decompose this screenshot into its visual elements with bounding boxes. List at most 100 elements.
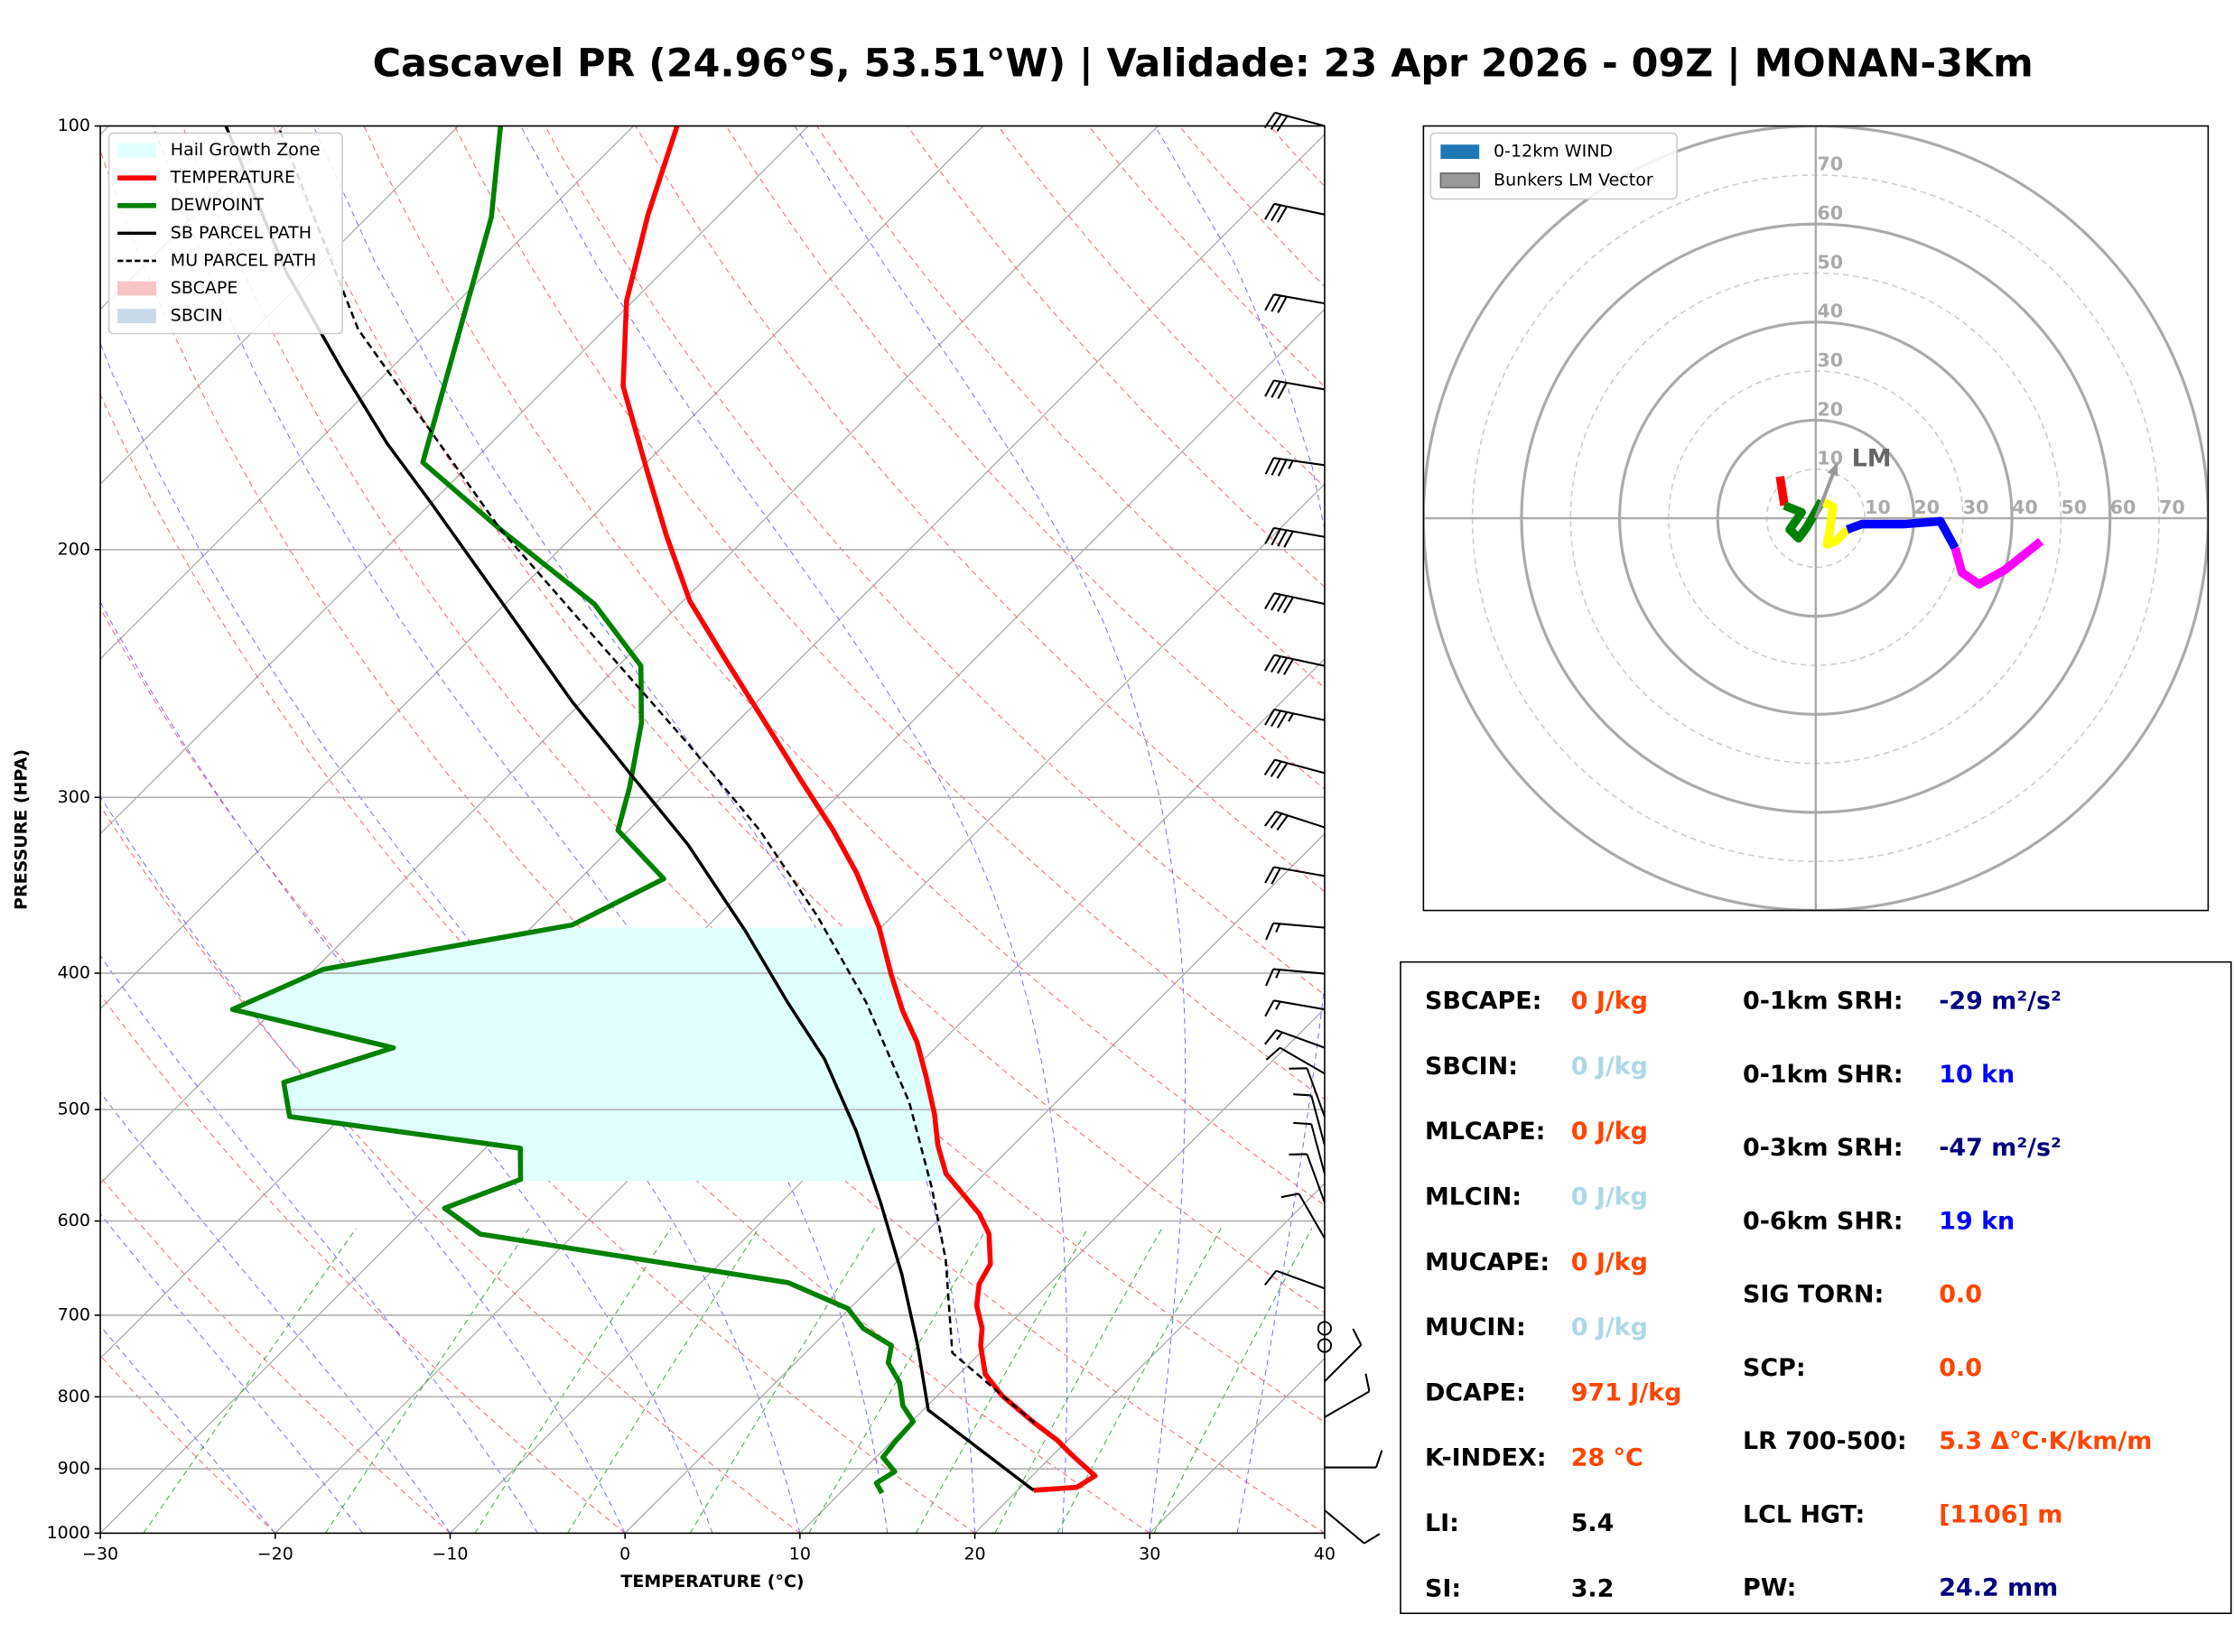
x-axis-label: TEMPERATURE (°C): [620, 1572, 804, 1592]
hodograph-trace: [1845, 516, 1959, 551]
profile-line: [229, 125, 917, 1495]
dry-adiabat: [100, 149, 1325, 1534]
legend-swatch: [117, 309, 156, 324]
parameter-value: 3.2: [1571, 1574, 1615, 1602]
wind-barb: [1264, 293, 1326, 313]
mixing-ratio-line: [916, 1228, 1089, 1534]
legend-box: [1429, 132, 1678, 200]
x-tick-label: 10: [789, 1545, 811, 1564]
wind-barb: [1265, 1046, 1326, 1075]
isotherm: [100, 125, 809, 835]
parameter-label: 0-1km SHR:: [1743, 1061, 1903, 1089]
wind-barb: [1264, 999, 1326, 1017]
y-tick-label: 800: [58, 1387, 90, 1406]
lm-label: LM: [1852, 444, 1892, 472]
isotherm: [100, 125, 1159, 1184]
legend-label: Hail Growth Zone: [171, 140, 321, 160]
isotherm: [799, 1007, 1325, 1534]
plot-frame: [99, 125, 1326, 1535]
parameter-label: LI:: [1425, 1509, 1459, 1537]
parameter-label: LR 700-500:: [1743, 1427, 1907, 1455]
lm-arrowhead: [1827, 462, 1838, 477]
hodograph-tick-label: 60: [1817, 202, 1843, 224]
wind-barb-calm: [1317, 1338, 1333, 1353]
parameter-value: 971 J/kg: [1571, 1378, 1682, 1406]
isotherm: [100, 125, 984, 1010]
hodograph-tick-label: 70: [1817, 153, 1843, 175]
y-tick-label: 200: [58, 539, 90, 559]
legend-swatch: [1440, 144, 1480, 160]
parameter-label: SIG TORN:: [1743, 1281, 1884, 1309]
mixing-ratio-line: [324, 1228, 530, 1534]
hodograph-trace: [1820, 497, 1851, 549]
parameter-value: 28 °C: [1571, 1444, 1643, 1472]
hodograph-trace: [1775, 476, 1789, 506]
parameter-label: 0-3km SRH:: [1743, 1134, 1903, 1162]
background-lines: [100, 125, 1325, 1534]
y-tick-label: 400: [58, 963, 90, 983]
x-tick-label: −30: [82, 1545, 118, 1564]
wind-barb: [1264, 708, 1326, 729]
parameter-label: DCAPE:: [1425, 1378, 1526, 1406]
dry-adiabat: [725, 125, 1325, 790]
y-tick-label: 900: [58, 1459, 90, 1479]
parameter-label: SI:: [1425, 1574, 1461, 1602]
legend-label: SBCAPE: [171, 278, 238, 298]
legend-label: Bunkers LM Vector: [1494, 170, 1653, 190]
parameter-value: 0 J/kg: [1571, 1053, 1648, 1081]
isotherm: [275, 483, 1325, 1534]
hodograph-tick-label: 20: [1913, 497, 1940, 518]
hodograph-tick-label: 50: [2061, 497, 2087, 518]
moist-adiabat: [520, 125, 1068, 1534]
legend-swatch: [1439, 172, 1480, 189]
wind-barb: [1264, 654, 1326, 675]
wind-barb: [1263, 111, 1326, 132]
isotherm: [100, 134, 1325, 1360]
wind-barb: [1265, 922, 1326, 941]
legend-label: SB PARCEL PATH: [171, 223, 312, 243]
hodograph-tick-label: 30: [1963, 497, 1989, 518]
parameter-value: -47 m²/s²: [1939, 1134, 2062, 1162]
legend-swatch: [117, 281, 156, 296]
legend-label: 0-12km WIND: [1494, 142, 1613, 162]
mixing-ratio-line: [1153, 1228, 1313, 1534]
legend-label: SBCIN: [171, 306, 223, 326]
hodograph-area: [1423, 125, 2209, 911]
isotherm: [100, 308, 1325, 1534]
moist-adiabat: [100, 600, 713, 1534]
parameter-value: 0 J/kg: [1571, 1118, 1648, 1146]
hodograph-tick-label: 30: [1817, 349, 1843, 371]
wind-barb: [1265, 968, 1326, 987]
y-tick-label: 600: [58, 1211, 90, 1230]
parameters-box: [1400, 961, 2232, 1614]
parameter-label: SCP:: [1743, 1354, 1806, 1382]
parameter-value: 0 J/kg: [1571, 1313, 1648, 1341]
wind-barb: [1264, 526, 1326, 548]
parameter-label: 0-6km SHR:: [1743, 1207, 1903, 1235]
parameter-value: 19 kn: [1939, 1207, 2015, 1235]
wind-barb: [1293, 1121, 1326, 1174]
mixing-ratio-line: [1056, 1228, 1222, 1534]
x-tick-label: 30: [1139, 1545, 1160, 1564]
wind-barb: [1264, 1269, 1326, 1290]
wind-barb: [1289, 1153, 1326, 1203]
hodograph-trace: [1950, 537, 2044, 589]
moist-adiabat: [1154, 125, 1325, 1534]
wind-barb: [1264, 457, 1326, 477]
parameter-label: PW:: [1743, 1574, 1796, 1602]
wind-barb: [1264, 202, 1326, 223]
wind-barb-calm: [1317, 1321, 1333, 1336]
y-tick-label: 1000: [47, 1523, 90, 1543]
dry-adiabat: [635, 125, 1325, 893]
profiles: [224, 125, 1098, 1495]
dry-adiabat: [363, 125, 1325, 1206]
y-tick-label: 300: [58, 787, 90, 807]
wind-barb: [1324, 1509, 1381, 1545]
hodograph-frame: [1422, 125, 2210, 912]
x-tick-label: 40: [1314, 1545, 1336, 1564]
isotherm: [100, 125, 460, 486]
parameter-label: SBCIN:: [1425, 1053, 1518, 1081]
hodograph-tick-label: 40: [1817, 301, 1843, 322]
parameter-value: 0.0: [1939, 1354, 1982, 1382]
parameter-value: 5.4: [1571, 1509, 1615, 1537]
